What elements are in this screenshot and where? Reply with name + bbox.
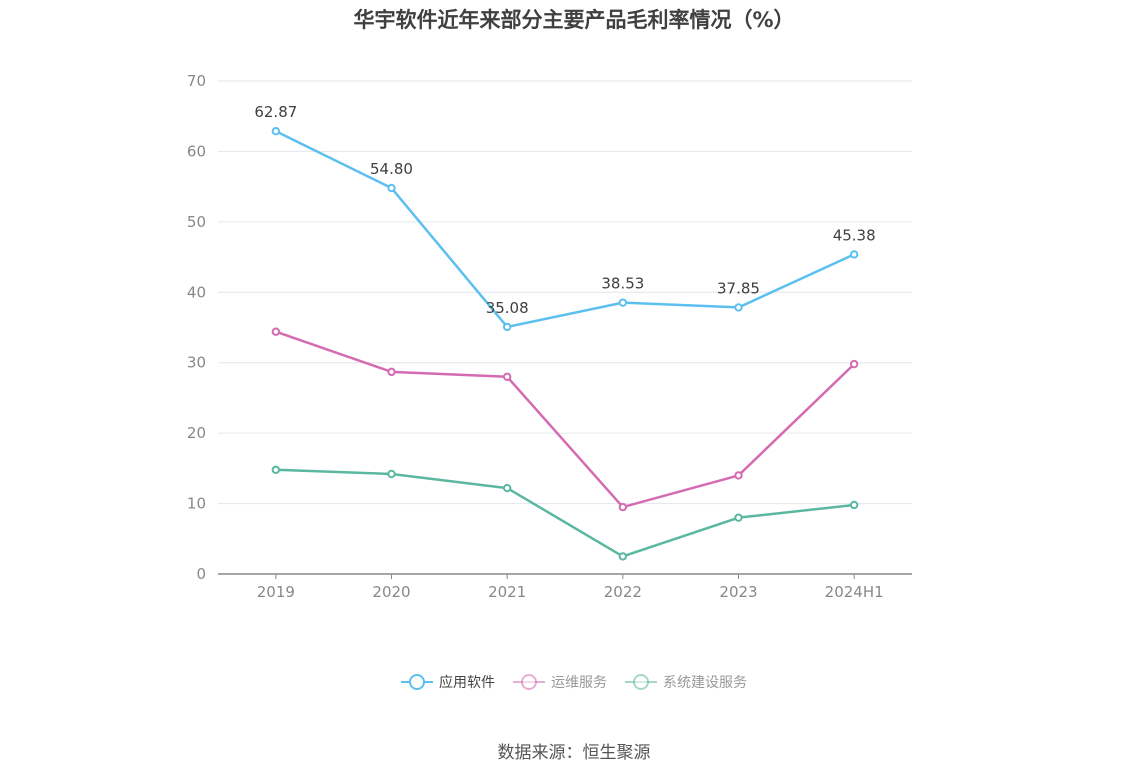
x-tick-label: 2023 xyxy=(719,583,757,601)
data-point xyxy=(734,471,743,480)
data-label: 54.80 xyxy=(370,160,413,178)
data-point xyxy=(849,500,859,510)
data-label: 45.38 xyxy=(833,226,876,244)
x-tick-label: 2019 xyxy=(257,583,295,601)
data-point xyxy=(734,513,743,522)
y-tick-label: 40 xyxy=(187,283,206,301)
legend: 应用软件 运维服务 系统建设服务 xyxy=(0,672,1148,692)
data-point xyxy=(502,483,512,493)
data-point xyxy=(387,367,396,377)
data-point xyxy=(734,303,743,312)
legend-item[interactable]: 系统建设服务 xyxy=(625,672,747,692)
data-point xyxy=(849,359,859,369)
y-tick-label: 0 xyxy=(196,565,206,583)
x-tick-label: 2024H1 xyxy=(825,583,884,601)
data-point xyxy=(387,469,396,479)
x-tick-label: 2021 xyxy=(488,583,526,601)
data-point xyxy=(271,127,281,136)
chart-title: 华宇软件近年来部分主要产品毛利率情况（%） xyxy=(353,8,795,32)
data-label: 35.08 xyxy=(486,299,529,317)
data-point xyxy=(271,465,281,474)
data-label: 62.87 xyxy=(254,103,297,121)
y-tick-label: 30 xyxy=(187,354,206,372)
y-tick-label: 20 xyxy=(187,424,206,442)
data-label: 38.53 xyxy=(601,275,644,293)
series-line xyxy=(275,130,855,329)
data-point xyxy=(271,327,281,336)
y-tick-label: 10 xyxy=(187,495,206,513)
data-point xyxy=(618,502,628,512)
y-tick-label: 70 xyxy=(187,72,206,90)
source-note: 数据来源：恒生聚源 xyxy=(497,743,651,763)
legend-label: 系统建设服务 xyxy=(663,675,747,691)
x-tick-label: 2022 xyxy=(604,583,642,601)
data-point xyxy=(618,298,628,307)
legend-item[interactable]: 应用软件 xyxy=(401,672,495,692)
data-point xyxy=(618,552,628,561)
y-tick-label: 60 xyxy=(187,142,206,160)
data-label: 37.85 xyxy=(717,279,760,297)
legend-label: 应用软件 xyxy=(439,675,495,691)
series-line xyxy=(275,330,856,509)
y-tick-label: 50 xyxy=(187,213,206,231)
legend-swatch-icon xyxy=(401,674,433,690)
data-point xyxy=(387,183,396,193)
legend-swatch-icon xyxy=(513,674,545,690)
series-line xyxy=(275,468,855,558)
legend-item[interactable]: 运维服务 xyxy=(513,672,607,692)
legend-swatch-icon xyxy=(625,674,657,690)
x-tick-label: 2020 xyxy=(372,583,410,601)
data-point xyxy=(502,322,512,332)
data-point xyxy=(502,372,512,381)
data-point xyxy=(849,250,859,259)
legend-label: 运维服务 xyxy=(551,675,607,691)
